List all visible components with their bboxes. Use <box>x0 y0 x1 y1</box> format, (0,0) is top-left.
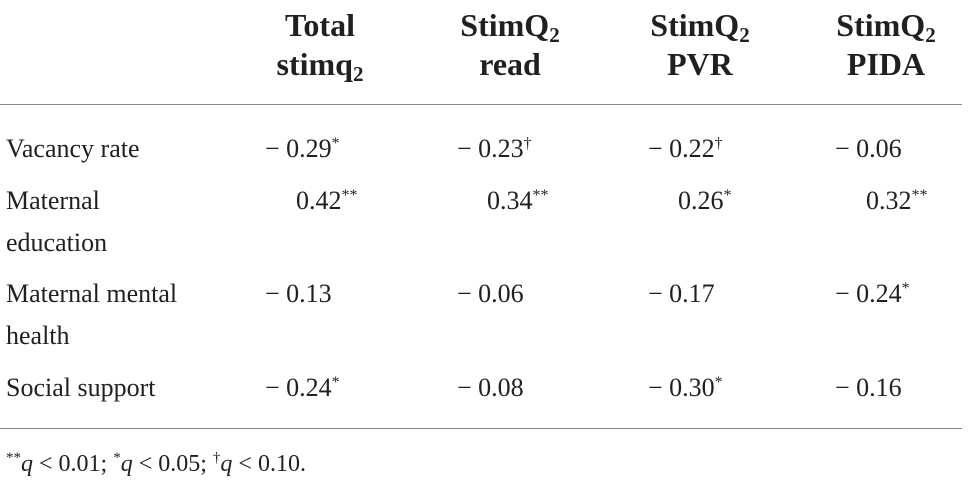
table-cell: − 0.22† <box>648 134 723 163</box>
header-rule <box>0 104 962 105</box>
table-cell: − 0.24* <box>835 279 910 308</box>
column-header-line2: PIDA <box>846 46 926 82</box>
column-header-line1: StimQ2 <box>836 7 936 47</box>
column-header-pida: StimQ2 PIDA <box>816 6 956 88</box>
table-cell: − 0.29* <box>265 134 340 163</box>
table-cell: − 0.08 <box>457 373 524 402</box>
column-header-line2: read <box>479 46 541 82</box>
table-cell: 0.42** <box>296 186 358 215</box>
row-label-maternal-education: Maternal <box>6 186 100 215</box>
row-label-maternal-education-line2: education <box>6 228 108 257</box>
row-label-social-support: Social support <box>6 373 156 402</box>
table-cell: − 0.30* <box>648 373 723 402</box>
table-cell: 0.32** <box>866 186 928 215</box>
table-footnote: **q < 0.01; *q < 0.05; †q < 0.10. <box>6 450 306 478</box>
table-cell: − 0.16 <box>835 373 902 402</box>
table-cell: − 0.13 <box>265 279 332 308</box>
column-header-line2: PVR <box>667 46 733 82</box>
column-header-total: Total stimq2 <box>250 6 390 88</box>
table-cell: − 0.17 <box>648 279 715 308</box>
column-header-line1: Total <box>285 7 355 43</box>
row-label-maternal-mental-health: Maternal mental <box>6 279 178 308</box>
table-cell: − 0.23† <box>457 134 532 163</box>
footer-rule <box>0 428 962 429</box>
table-cell: − 0.06 <box>457 279 524 308</box>
column-header-read: StimQ2 read <box>440 6 580 88</box>
row-label-vacancy-rate: Vacancy rate <box>6 134 140 163</box>
column-header-line1: StimQ2 <box>460 7 560 47</box>
column-header-line1: StimQ2 <box>650 7 750 47</box>
table-cell: − 0.06 <box>835 134 902 163</box>
row-label-maternal-mental-health-line2: health <box>6 321 70 350</box>
column-header-line2: stimq2 <box>276 46 364 86</box>
table-cell: 0.26* <box>678 186 732 215</box>
table-cell: 0.34** <box>487 186 549 215</box>
column-header-pvr: StimQ2 PVR <box>630 6 770 88</box>
table-cell: − 0.24* <box>265 373 340 402</box>
